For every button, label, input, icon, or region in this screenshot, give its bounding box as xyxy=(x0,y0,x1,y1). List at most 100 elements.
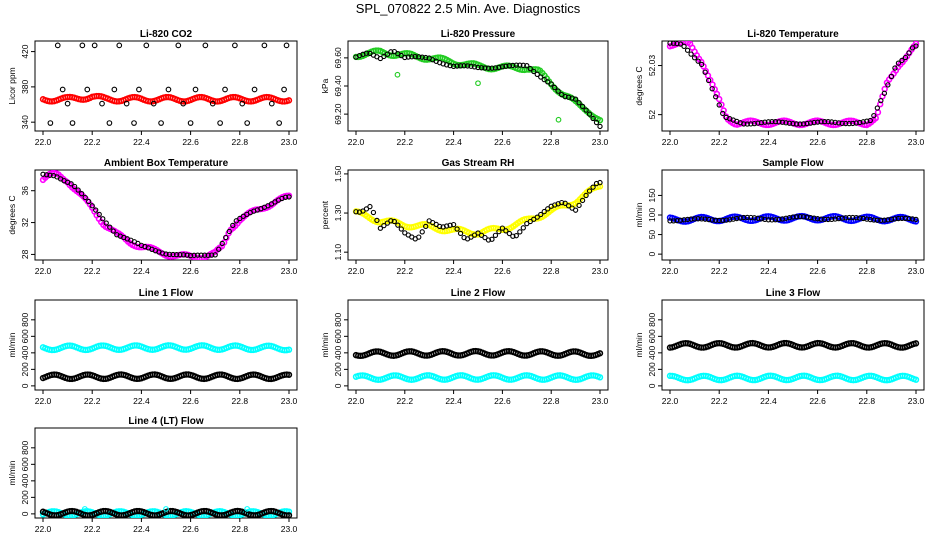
data-point xyxy=(541,208,547,215)
data-point xyxy=(381,222,387,229)
y-tick-label: 0 xyxy=(20,383,30,388)
y-tick-label: 200 xyxy=(20,362,30,376)
data-point xyxy=(596,183,604,190)
data-point xyxy=(667,41,673,46)
y-axis-label: percent xyxy=(320,200,330,229)
data-point xyxy=(461,63,467,69)
data-point xyxy=(871,112,877,119)
x-tick-label: 23.0 xyxy=(281,396,298,406)
data-point xyxy=(209,252,215,258)
series-layer xyxy=(352,47,604,130)
data-point xyxy=(807,214,814,221)
data-point xyxy=(691,55,698,61)
data-point xyxy=(91,42,98,49)
data-point xyxy=(285,346,293,353)
data-point xyxy=(565,94,572,100)
y-tick-label: 380 xyxy=(20,80,30,94)
data-point xyxy=(572,96,579,102)
data-point xyxy=(136,86,142,93)
data-point xyxy=(706,216,712,223)
data-point xyxy=(175,42,182,49)
data-point xyxy=(913,216,919,223)
data-point xyxy=(64,100,71,107)
panel-9: Line 3 Flow 22.0 22.2 22.4 22.6 22.8 23.0 0 200 4… xyxy=(634,288,925,406)
data-point xyxy=(762,216,768,222)
data-point xyxy=(388,49,394,55)
data-point xyxy=(586,188,593,194)
data-point xyxy=(555,88,561,94)
data-point xyxy=(843,120,849,127)
data-point xyxy=(783,120,789,126)
data-point xyxy=(885,82,891,88)
data-point xyxy=(457,230,464,237)
data-point xyxy=(776,119,782,125)
data-point xyxy=(194,252,201,258)
data-point xyxy=(283,512,290,518)
data-point xyxy=(531,68,537,75)
data-point xyxy=(821,216,828,223)
x-tick-label: 22.6 xyxy=(182,137,199,147)
data-point xyxy=(555,116,562,123)
data-point xyxy=(79,42,86,49)
x-tick-label: 22.8 xyxy=(859,137,876,147)
data-point xyxy=(150,100,157,107)
data-point xyxy=(503,63,509,69)
data-point xyxy=(423,223,429,230)
data-point xyxy=(548,81,554,87)
x-tick-label: 22.2 xyxy=(84,524,101,534)
data-point xyxy=(832,216,838,222)
x-tick-label: 23.0 xyxy=(281,266,298,276)
y-tick-label: 50 xyxy=(647,230,657,240)
data-point xyxy=(131,120,137,126)
panel-title: Ambient Box Temperature xyxy=(104,158,229,169)
data-point xyxy=(244,120,251,126)
data-point xyxy=(165,86,172,93)
data-point xyxy=(89,203,95,209)
data-point xyxy=(758,120,765,126)
data-point xyxy=(503,228,509,234)
data-point xyxy=(667,218,673,224)
data-point xyxy=(836,215,842,222)
x-tick-label: 22.0 xyxy=(662,396,679,406)
data-point xyxy=(492,232,499,238)
data-point xyxy=(895,60,902,66)
data-point xyxy=(867,117,873,124)
data-point xyxy=(103,220,109,226)
x-tick-label: 22.8 xyxy=(232,266,249,276)
data-point xyxy=(783,215,789,221)
y-tick-label: 0 xyxy=(647,383,657,388)
data-point xyxy=(674,217,680,224)
series-layer xyxy=(666,41,920,129)
data-point xyxy=(510,233,516,239)
data-point xyxy=(807,120,814,126)
x-tick-label: 22.2 xyxy=(84,266,101,276)
x-tick-label: 23.0 xyxy=(908,396,925,406)
y-tick-label: 800 xyxy=(20,312,30,326)
data-point xyxy=(285,371,293,378)
series-layer xyxy=(352,179,604,243)
data-point xyxy=(874,217,880,223)
data-point xyxy=(895,215,902,222)
data-point xyxy=(384,51,391,57)
data-point xyxy=(363,206,370,212)
data-point xyxy=(565,203,572,209)
plot-frame xyxy=(661,40,925,132)
data-point xyxy=(216,246,222,252)
data-point xyxy=(681,217,687,223)
data-point xyxy=(688,216,694,222)
data-point xyxy=(202,42,209,49)
x-tick-label: 22.6 xyxy=(494,137,511,147)
data-point xyxy=(177,252,183,258)
x-tick-label: 22.0 xyxy=(348,266,365,276)
plot-frame xyxy=(347,169,609,261)
data-point xyxy=(779,216,786,222)
data-point xyxy=(713,217,719,223)
data-point xyxy=(59,86,66,93)
y-tick-label: 800 xyxy=(20,440,30,454)
data-point xyxy=(545,206,551,212)
data-point xyxy=(698,216,705,222)
x-tick-label: 22.8 xyxy=(232,524,249,534)
x-tick-label: 22.2 xyxy=(711,396,728,406)
data-point xyxy=(718,101,725,108)
data-point xyxy=(572,207,579,213)
